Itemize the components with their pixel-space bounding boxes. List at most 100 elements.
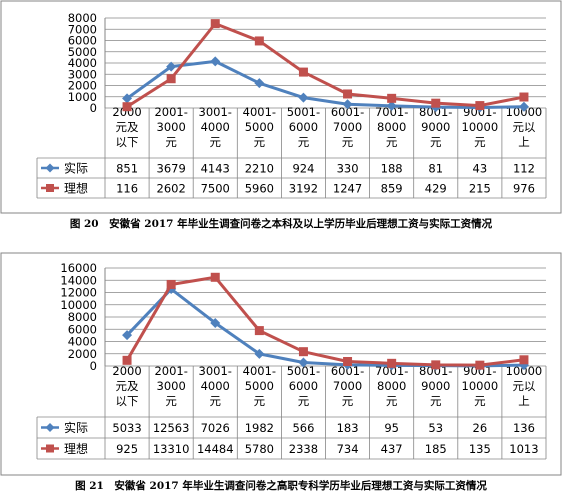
table-value: 215	[469, 182, 491, 196]
table-value: 43	[473, 162, 488, 176]
y-tick-label: 6000	[68, 322, 97, 336]
data-point	[342, 99, 353, 110]
category-label: 2001-3000 元	[154, 105, 187, 149]
table-value: 437	[381, 442, 403, 456]
series-markers-ideal	[122, 19, 529, 112]
line-chart-vocational: 0200040006000800010000120001400016000200…	[0, 252, 562, 476]
data-point	[518, 101, 529, 112]
category-label: 2001-3000 元	[154, 364, 187, 408]
data-point	[343, 357, 353, 367]
category-label-line: 9001-	[463, 364, 496, 378]
data-point	[298, 347, 308, 357]
table-value: 81	[428, 162, 443, 176]
category-label-line: 2001-	[154, 105, 187, 119]
category-label-line: 5000	[245, 379, 274, 393]
table-value: 185	[425, 442, 447, 456]
table-value: 3679	[157, 162, 186, 176]
legend-entry: 理想	[41, 441, 88, 456]
category-label-line: 以下	[116, 394, 139, 408]
table-value: 135	[469, 442, 491, 456]
data-point	[122, 102, 132, 112]
data-point	[519, 92, 529, 102]
category-label: 10000 元以上	[506, 364, 543, 408]
legend-marker-diamond	[45, 423, 55, 432]
category-label-line: 元	[165, 135, 177, 149]
data-table	[36, 108, 547, 199]
category-label-line: 上	[518, 135, 530, 149]
category-label-line: 7000	[333, 379, 362, 393]
table-value: 26	[473, 421, 488, 435]
category-label: 4001-5000 元	[243, 364, 276, 408]
data-point	[519, 355, 529, 365]
category-label: 4001-5000 元	[243, 105, 276, 149]
category-label-line: 2001-	[154, 364, 187, 378]
table-value: 2210	[245, 162, 274, 176]
data-point	[210, 272, 220, 282]
table-value: 734	[337, 442, 359, 456]
category-label-line: 3000	[157, 120, 186, 134]
table-value: 1982	[245, 421, 274, 435]
series-line-actual	[126, 59, 524, 110]
category-label-line: 元	[386, 135, 398, 149]
category-label-line: 7000	[333, 120, 362, 134]
category-label-line: 10000	[506, 364, 543, 378]
category-label-line: 6001-	[331, 364, 364, 378]
table-value: 859	[381, 182, 403, 196]
table-value: 1013	[509, 442, 538, 456]
data-point	[475, 101, 485, 111]
category-label-line: 4001-	[243, 105, 276, 119]
table-value: 2338	[289, 442, 318, 456]
data-point	[254, 326, 264, 336]
data-point	[431, 98, 441, 108]
category-label: 5001-6000 元	[287, 105, 320, 149]
table-values-actual: 5033 12563 7026 1982 566 183 95 53 26 136	[112, 421, 535, 435]
legend-label: 实际	[64, 420, 88, 435]
data-point	[298, 92, 309, 103]
category-label-line: 元	[254, 135, 266, 149]
category-label-line: 9000	[421, 120, 450, 134]
y-tick-label: 0	[90, 101, 97, 115]
figure-caption: 图 20 安徽省 2017 年毕业生调查问卷之本科及以上学历毕业后理想工资与实际…	[69, 218, 493, 230]
category-label: 2000 元及以下	[112, 105, 141, 149]
table-value: 566	[292, 421, 314, 435]
category-label: 3001-4000 元	[199, 105, 232, 149]
category-label: 3001-4000 元	[199, 364, 232, 408]
category-label: 6001-7000 元	[331, 105, 364, 149]
y-tick-label: 14000	[60, 273, 97, 287]
data-point	[122, 355, 132, 365]
category-label-line: 元及	[116, 120, 139, 134]
table-value: 7500	[201, 182, 230, 196]
data-point	[387, 358, 397, 368]
category-label-line: 4000	[201, 379, 230, 393]
category-label-line: 8000	[377, 120, 406, 134]
category-label-line: 元	[298, 394, 310, 408]
table-value: 1247	[333, 182, 362, 196]
legend-marker-square	[46, 444, 54, 453]
table-value: 925	[116, 442, 138, 456]
y-tick-label: 0	[90, 359, 97, 373]
category-label-line: 元以	[512, 379, 535, 393]
y-tick-label: 2000	[68, 79, 97, 93]
y-tick-label: 5000	[68, 45, 97, 59]
y-tick-label: 2000	[68, 347, 97, 361]
legend-marker-square	[46, 184, 54, 192]
table-value: 116	[116, 182, 138, 196]
category-label-line: 3001-	[199, 105, 232, 119]
category-label-line: 8001-	[419, 364, 452, 378]
data-point	[210, 56, 221, 67]
data-point	[254, 36, 264, 46]
category-label-line: 6001-	[331, 105, 364, 119]
category-label-line: 元	[165, 394, 177, 408]
category-label-line: 9000	[421, 379, 450, 393]
data-point	[254, 348, 265, 359]
table-values-ideal: 116 2602 7500 5960 3192 1247 859 429 215 976	[116, 182, 535, 196]
category-label-line: 2000	[112, 364, 141, 378]
data-table	[36, 366, 547, 460]
chart-panel-vocational: 0 2000 4000 6000 8000 10000 12000 14000 16000 200…	[0, 252, 562, 503]
category-label-line: 元	[298, 135, 310, 149]
category-label: 2000 元及以下	[112, 364, 141, 408]
table-value: 136	[513, 421, 535, 435]
